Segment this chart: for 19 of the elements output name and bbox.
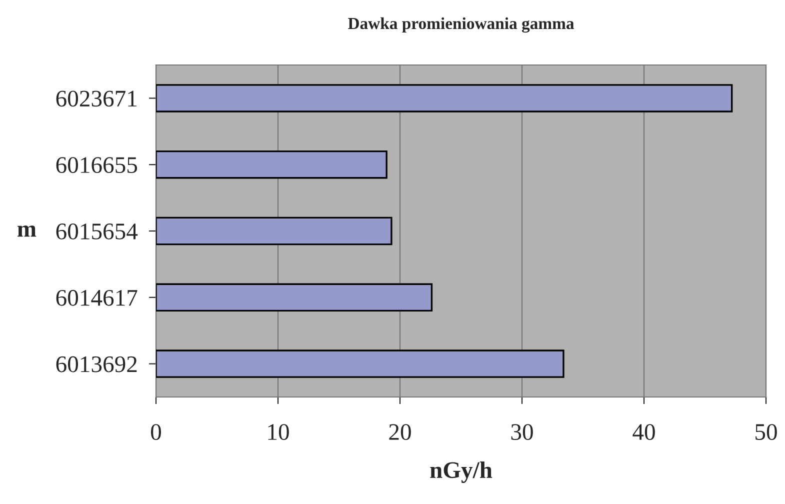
x-tick-label: 40: [632, 424, 655, 440]
x-tick-label: 50: [756, 424, 777, 440]
x-tick-label: 0: [150, 424, 162, 440]
bar: [156, 216, 392, 246]
x-tick-label: 20: [389, 424, 411, 440]
chart-title: Dawka promieniowania gamma: [348, 17, 574, 33]
bar: [156, 283, 433, 312]
bar: [156, 84, 733, 112]
bar: [156, 350, 564, 378]
y-tick-label: 6014617: [56, 290, 138, 306]
bar: [156, 150, 388, 179]
x-tick-label: 30: [511, 424, 533, 440]
text: m: [18, 226, 36, 237]
x-tick-label: 10: [268, 424, 289, 440]
y-tick-label: 6016655: [56, 157, 138, 174]
x-axis-title: nGy/h: [430, 461, 492, 483]
y-tick-label: 6013692: [56, 356, 137, 372]
y-tick-label: 6023671: [56, 90, 137, 107]
y-tick-label: 6015654: [56, 223, 138, 240]
